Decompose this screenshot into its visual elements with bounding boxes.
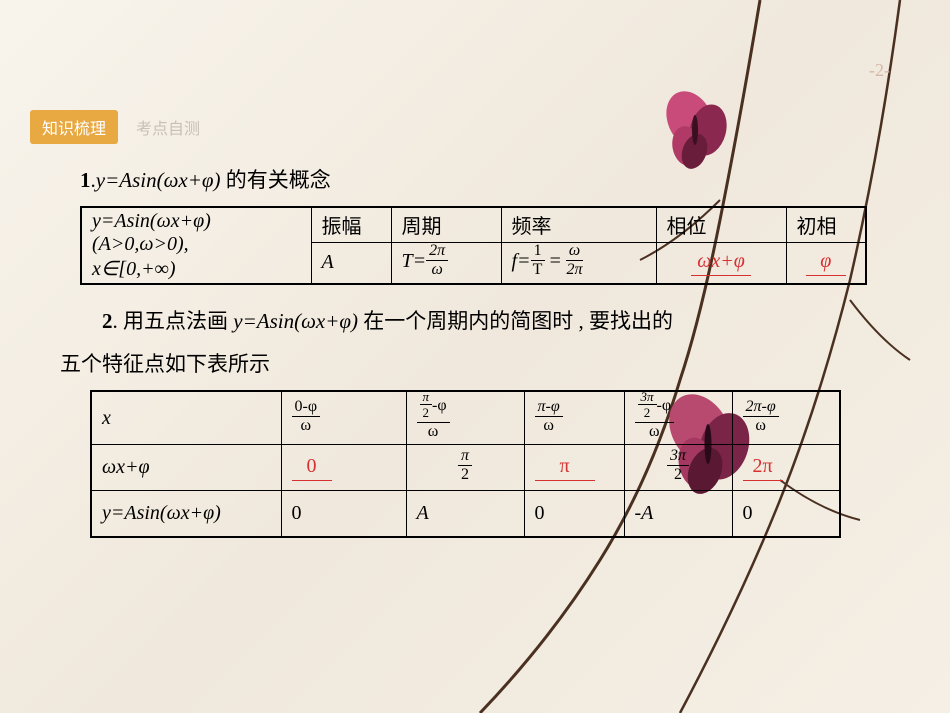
heading-2-line2: 五个特征点如下表所示 xyxy=(60,348,920,378)
t2r1c2d: ω xyxy=(417,423,450,440)
t2r1c3n: π-φ xyxy=(535,399,563,417)
t1-rowheader: y=Asin(ωx+φ) (A>0,ω>0), x∈[0,+∞) xyxy=(81,207,311,284)
t2-r3-c4: -A xyxy=(624,491,732,537)
t2r1c4ns: -φ xyxy=(657,398,672,415)
t2-r1-c2: π2-φ ω xyxy=(406,391,524,445)
t1-initphase-val: φ xyxy=(806,250,846,276)
t2-r2-c2: π2 xyxy=(406,445,524,491)
t2r2c4d: 2 xyxy=(667,466,689,483)
heading-2-prefix: . 用五点法画 xyxy=(113,309,234,333)
main-content: 知识梳理 考点自测 1.y=Asin(ωx+φ) 的有关概念 y=Asin(ωx… xyxy=(0,0,950,538)
t1-freq-eq: = xyxy=(545,251,566,273)
t2-r3-c3: 0 xyxy=(524,491,624,537)
t1-period: T=2πω xyxy=(391,243,501,284)
t2-r3-label: y=Asin(ωx+φ) xyxy=(91,491,281,537)
heading-1-formula: y=Asin(ωx+φ) xyxy=(96,168,221,192)
t2r2c2n: π xyxy=(458,448,472,466)
t1-freq-d2: 2π xyxy=(566,261,583,278)
t1-period-frac: 2πω xyxy=(426,243,448,278)
t2r1c2nn: π xyxy=(420,390,433,405)
t2-r2-c3: π xyxy=(524,445,624,491)
t2-r1-label: x xyxy=(91,391,281,445)
t2-r3-c2: A xyxy=(406,491,524,537)
heading-1-suffix: 的有关概念 xyxy=(221,168,331,192)
concepts-table: y=Asin(ωx+φ) (A>0,ω>0), x∈[0,+∞) 振幅 周期 频… xyxy=(80,206,867,285)
t2-r2-c4: 3π2 xyxy=(624,445,732,491)
t1-h-frequency: 频率 xyxy=(501,207,656,243)
t2-r1-c1: 0-φω xyxy=(281,391,406,445)
t2-r2-c1: 0 xyxy=(281,445,406,491)
t2-r2-label-text: ωx+φ xyxy=(102,456,150,478)
t1-h-period: 周期 xyxy=(391,207,501,243)
t2-r2-label: ωx+φ xyxy=(91,445,281,491)
t2-r3-label-text: y=Asin(ωx+φ) xyxy=(102,502,221,524)
t2r2c3: π xyxy=(535,455,595,481)
t2r3c2: A xyxy=(417,502,429,524)
t1-period-prefix: T= xyxy=(402,251,427,273)
heading-1: 1.y=Asin(ωx+φ) 的有关概念 xyxy=(80,164,920,198)
t1-h-phase: 相位 xyxy=(656,207,786,243)
t2r2c2d: 2 xyxy=(458,466,472,483)
t1-freq-n1: 1 xyxy=(531,243,545,261)
t2r1c2ns: -φ xyxy=(432,398,447,415)
t2r1c5d: ω xyxy=(743,417,779,434)
tab-knowledge[interactable]: 知识梳理 xyxy=(30,110,118,144)
tab-selftest[interactable]: 考点自测 xyxy=(124,110,212,144)
t2r1c4nn: 3π xyxy=(638,390,657,405)
t1-period-den: ω xyxy=(426,261,448,278)
tab-bar: 知识梳理 考点自测 xyxy=(30,110,920,144)
t2r1c5n: 2π-φ xyxy=(743,399,779,417)
heading-2-suffix: 在一个周期内的简图时 , 要找出的 xyxy=(358,309,673,333)
heading-1-number: 1 xyxy=(80,168,91,192)
t2r1c4d: ω xyxy=(635,423,675,440)
t2-r1-c5: 2π-φω xyxy=(732,391,840,445)
t1-freq-n2: ω xyxy=(566,243,583,261)
t1-h-amplitude: 振幅 xyxy=(311,207,391,243)
t2r2c4n: 3π xyxy=(667,448,689,466)
t1-rh-l3: x∈[0,+∞) xyxy=(92,258,176,280)
t2r1c4nd: 2 xyxy=(638,405,657,419)
t1-phase: ωx+φ xyxy=(656,243,786,284)
t2r2c5: 2π xyxy=(743,455,783,481)
heading-2-formula: y=Asin(ωx+φ) xyxy=(233,309,358,333)
t2-r3-c1: 0 xyxy=(281,491,406,537)
t1-amp-val: A xyxy=(322,251,334,273)
t2r1c3d: ω xyxy=(535,417,563,434)
t2-r1-c4: 3π2-φ ω xyxy=(624,391,732,445)
t2-r1-c3: π-φω xyxy=(524,391,624,445)
t2r1c1d: ω xyxy=(292,417,321,434)
t1-h-initphase: 初相 xyxy=(786,207,866,243)
t2r1c1n: 0-φ xyxy=(292,399,321,417)
t2-r1-label-text: x xyxy=(102,407,111,429)
t1-phase-val: ωx+φ xyxy=(691,250,751,276)
t1-rh-l2: (A>0,ω>0), xyxy=(92,233,189,255)
t1-freq-frac2: ω2π xyxy=(566,243,583,278)
t1-freq-prefix: f= xyxy=(512,251,531,273)
t1-period-num: 2π xyxy=(426,243,448,261)
t1-initphase: φ xyxy=(786,243,866,284)
t1-freq-frac1: 1T xyxy=(531,243,545,278)
t1-frequency: f=1T = ω2π xyxy=(501,243,656,284)
t2r3c4: -A xyxy=(635,502,654,524)
t2r2c1: 0 xyxy=(292,455,332,481)
heading-2: 2. 用五点法画 y=Asin(ωx+φ) 在一个周期内的简图时 , 要找出的 xyxy=(60,303,920,341)
t1-amplitude: A xyxy=(311,243,391,284)
t1-rh-l1: y=Asin(ωx+φ) xyxy=(92,210,211,232)
t1-freq-d1: T xyxy=(531,261,545,278)
heading-2-number: 2 xyxy=(102,309,113,333)
five-points-table: x 0-φω π2-φω π-φω 3π2-φω 2π-φω ωx+φ 0 π2… xyxy=(90,390,841,538)
t2r1c2nd: 2 xyxy=(420,405,433,419)
t2-r2-c5: 2π xyxy=(732,445,840,491)
t2-r3-c5: 0 xyxy=(732,491,840,537)
